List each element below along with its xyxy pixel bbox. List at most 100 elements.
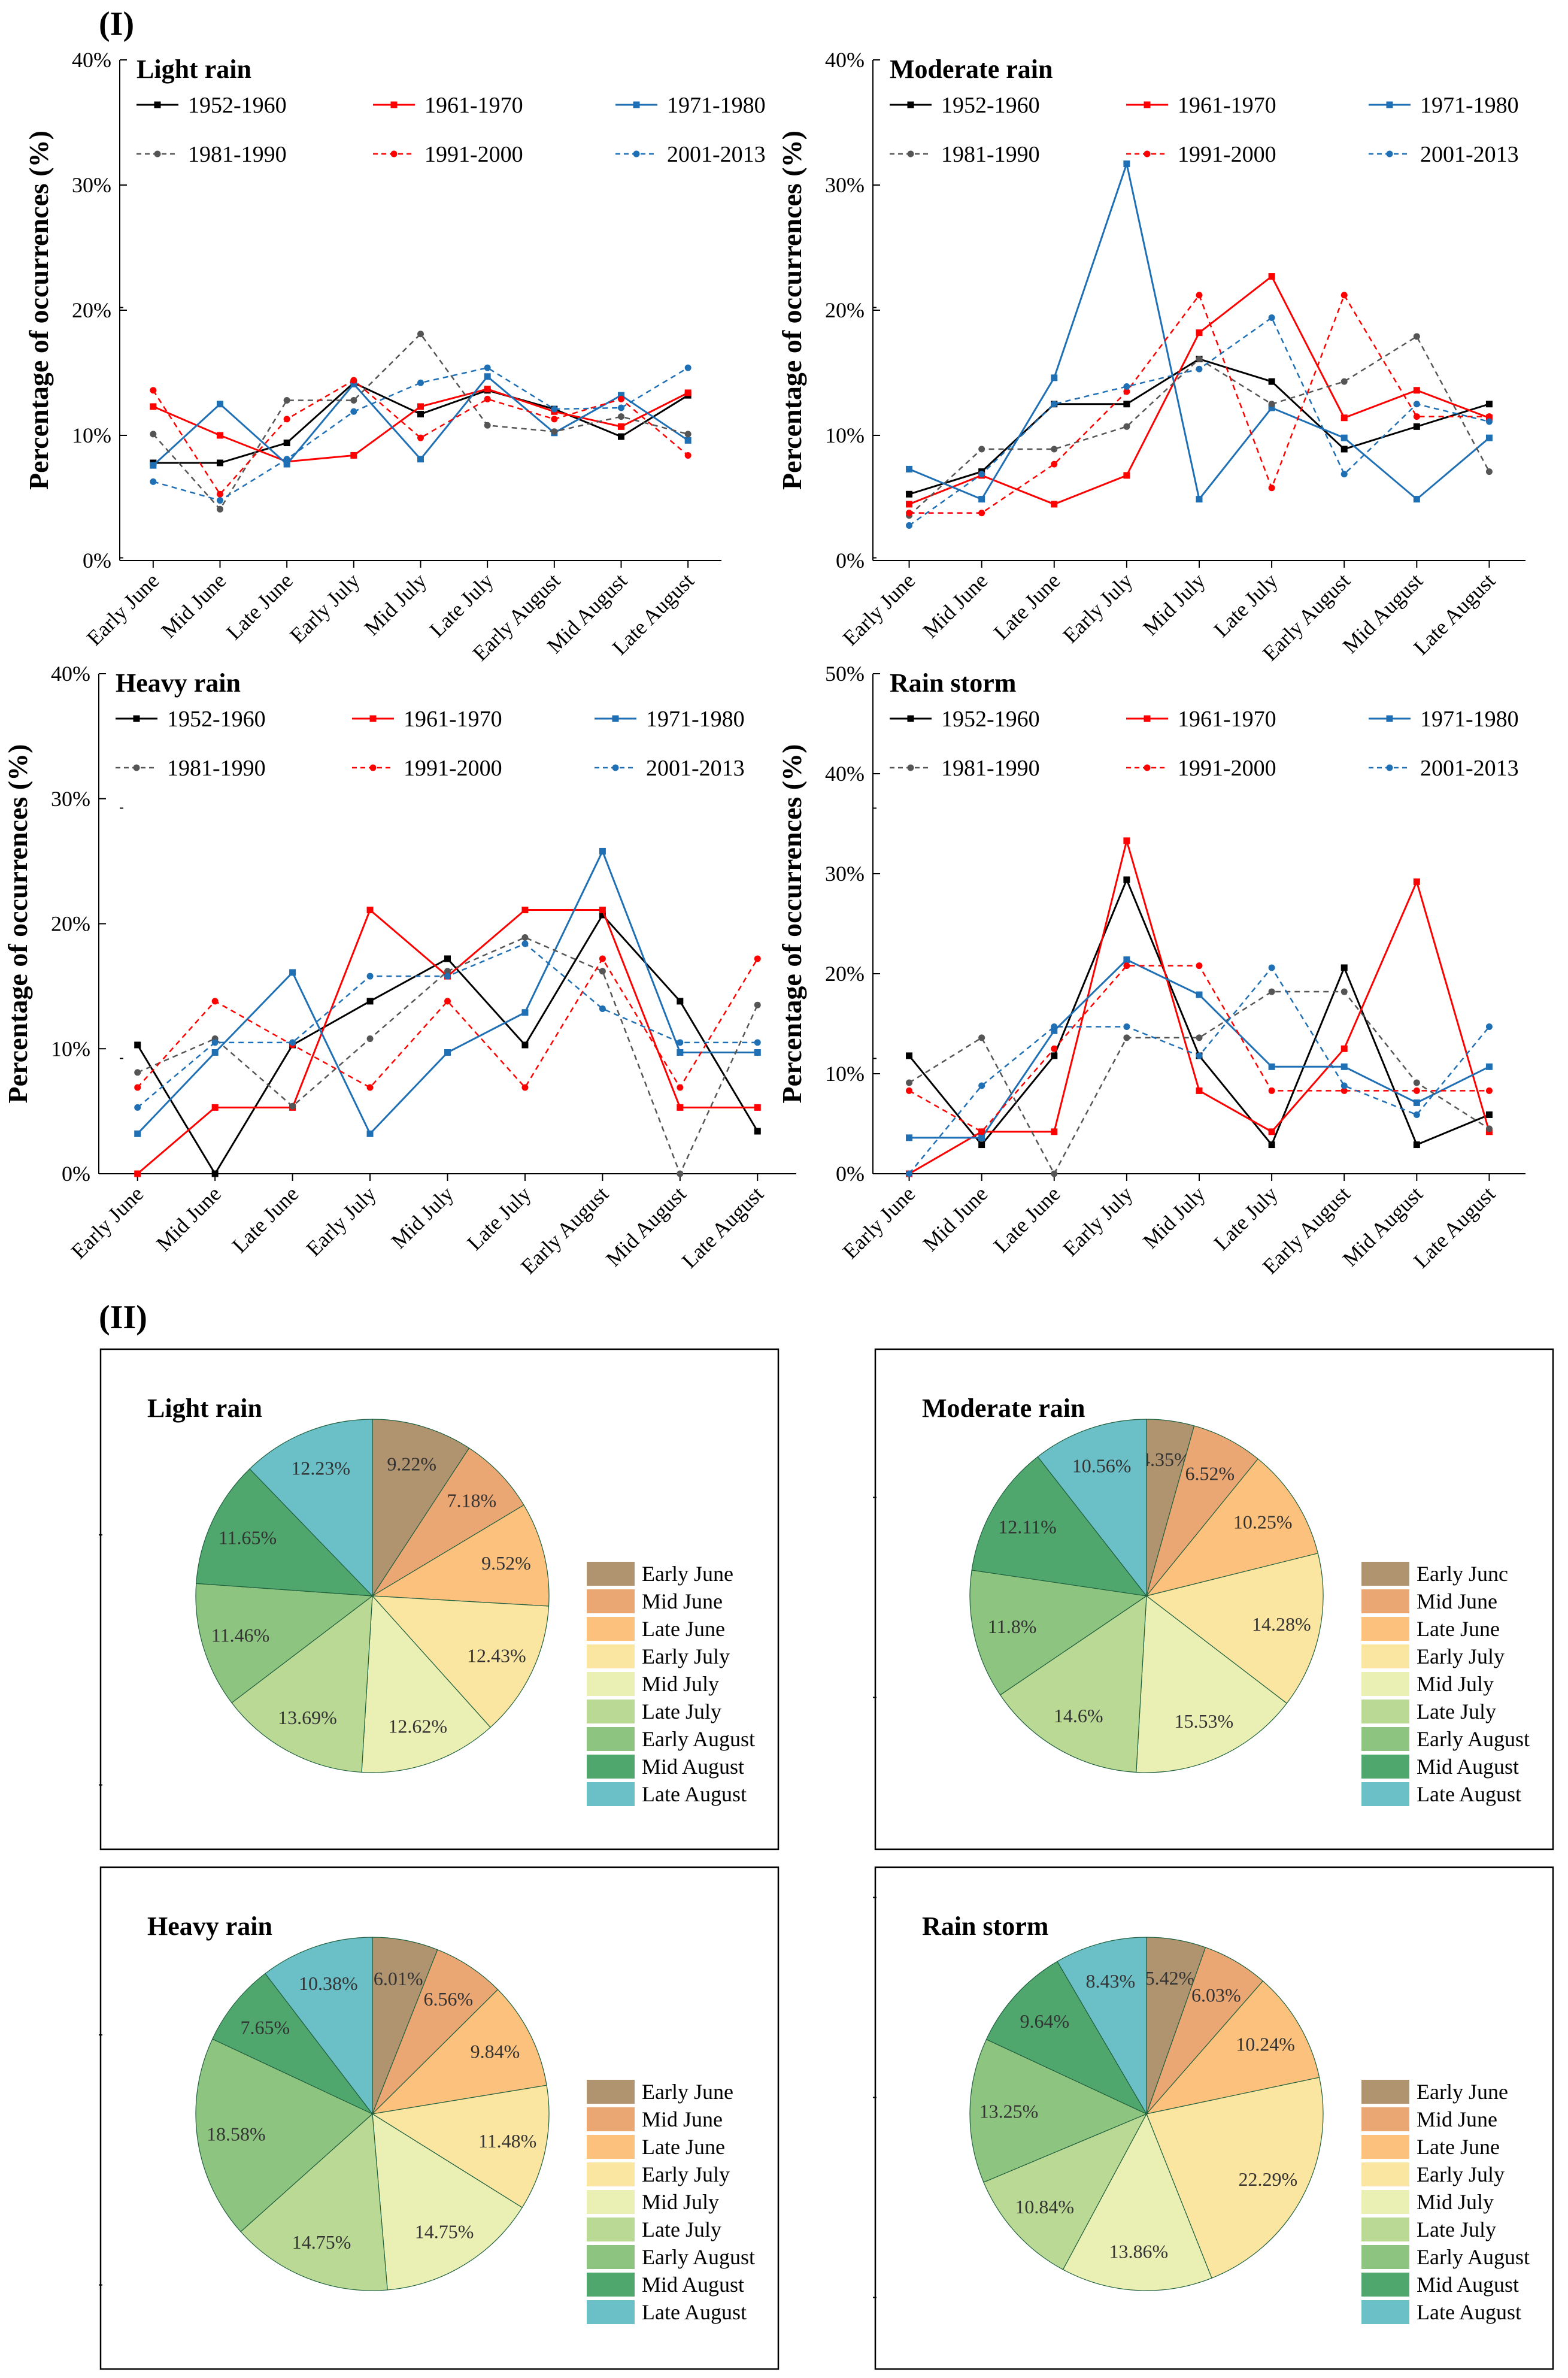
y-tick-label: 50% <box>825 662 865 686</box>
pie-legend-label: Late August <box>642 2300 747 2324</box>
line-charts: 0% 10% 20% 30% 40% Percentage of occurrences … <box>2 48 1525 2298</box>
pie-slice-label: 11.65% <box>219 1527 277 1549</box>
y-tick-label: 0% <box>836 549 865 572</box>
data-point <box>1268 378 1275 385</box>
data-point <box>1196 1087 1203 1094</box>
pie-legend-label: Mid August <box>642 1755 744 1779</box>
data-point <box>283 396 290 404</box>
data-point <box>1340 292 1348 299</box>
line-chart-2: 0% 10% 20% 30% 40% Percentage of occurrences … <box>777 48 1525 1059</box>
legend-marker <box>633 150 640 157</box>
legend-label: 1952-1960 <box>941 707 1040 732</box>
legend-label: 1952-1960 <box>188 93 287 118</box>
data-point <box>1413 423 1420 430</box>
pie-slice <box>265 1937 373 2115</box>
pie-legend-label: Early Junc <box>1417 1562 1508 1586</box>
data-point <box>1268 314 1275 322</box>
data-point <box>1413 1111 1420 1118</box>
data-point <box>1123 876 1130 883</box>
legend-marker <box>1386 150 1393 157</box>
pie-slice-label: 22.29% <box>1238 2168 1297 2190</box>
pie-slice-label: 10.38% <box>299 1973 358 1994</box>
data-point <box>618 433 624 440</box>
data-point <box>1268 273 1275 280</box>
pie-legend-swatch <box>1361 2245 1409 2269</box>
pie-slice-label: 13.86% <box>1109 2241 1169 2262</box>
x-tick-label: Early July <box>1058 1182 1137 1261</box>
x-tick-label: Mid July <box>1138 568 1210 640</box>
data-point <box>350 408 357 415</box>
data-point <box>1340 446 1348 453</box>
pie-chart-1: Light rain 9.22% 7.18% 9.52% 12.43% 12.62% 13.… <box>99 1348 780 1850</box>
data-point <box>484 422 491 429</box>
data-point <box>906 522 913 529</box>
data-point <box>1268 988 1275 995</box>
data-point <box>1485 401 1493 408</box>
legend-marker <box>1144 150 1151 157</box>
data-point <box>289 1102 296 1110</box>
legend-marker <box>390 101 398 108</box>
data-point <box>684 364 692 371</box>
pie-legend-swatch <box>1361 2107 1409 2131</box>
pie-slice <box>1062 2113 1212 2291</box>
data-point <box>1123 837 1130 844</box>
legend-marker <box>1386 715 1393 722</box>
data-point <box>599 1005 606 1012</box>
data-point <box>521 940 529 947</box>
legend-label: 2001-2013 <box>1420 142 1519 167</box>
data-point <box>1196 1034 1203 1041</box>
legend-marker <box>907 715 914 722</box>
data-point <box>978 1082 985 1089</box>
y-tick-label: 40% <box>72 48 111 72</box>
pie-legend-swatch <box>1361 2135 1409 2159</box>
data-point <box>754 1049 761 1056</box>
legend-label: 2001-2013 <box>1420 756 1519 781</box>
legend-label: 1991-2000 <box>1178 142 1276 167</box>
legend-label: 1991-2000 <box>404 756 502 781</box>
pie-slice-label: 5.42% <box>1145 1967 1195 1989</box>
x-tick-label: Late August <box>677 1182 768 1273</box>
pie-slice <box>1057 1937 1147 2116</box>
y-tick-label: 0% <box>83 549 111 572</box>
pie-legend-label: Late July <box>1417 1700 1496 1723</box>
data-point <box>484 386 491 393</box>
pie-legend-swatch <box>1361 2080 1409 2104</box>
pie-legend-swatch <box>587 2135 635 2159</box>
pie-slice-label: 11.8% <box>988 1616 1036 1637</box>
y-tick-label: 30% <box>825 862 865 886</box>
data-point <box>978 1134 985 1141</box>
pie-legend-label: Early August <box>1417 2245 1530 2269</box>
pie-slice <box>195 1583 374 1704</box>
pie-legend-label: Mid August <box>642 2273 744 2297</box>
data-point <box>1413 496 1420 503</box>
pie-slice-label: 14.75% <box>292 2231 351 2253</box>
pie-legend-label: Early June <box>1417 2080 1508 2104</box>
pie-slice <box>971 1456 1148 1597</box>
data-point <box>1413 1087 1420 1094</box>
pie-slice-label: 10.84% <box>1015 2196 1074 2218</box>
data-point <box>211 1104 219 1111</box>
pie-slice-label: 12.62% <box>388 1715 447 1737</box>
pie-slice <box>372 1447 524 1597</box>
data-point <box>1196 991 1203 998</box>
x-tick-label: Early June <box>838 568 920 650</box>
pie-legend-label: Late July <box>642 2218 721 2241</box>
pie-legend-label: Late June <box>642 2135 725 2159</box>
legend-label: 1981-1990 <box>941 142 1040 167</box>
x-tick-label: Late June <box>989 1182 1065 1258</box>
y-tick-label: 30% <box>825 173 865 197</box>
pie-slice-label: 12.11% <box>998 1516 1056 1537</box>
data-point <box>1051 1023 1058 1031</box>
pie-legend-label: Mid June <box>1417 2107 1497 2131</box>
data-point <box>484 395 491 402</box>
data-point <box>1485 468 1493 475</box>
data-point <box>978 1128 985 1135</box>
data-point <box>134 1170 141 1177</box>
y-tick-label: 0% <box>836 1162 865 1186</box>
data-point <box>444 968 451 975</box>
x-tick-label: Mid June <box>151 1182 226 1256</box>
data-point <box>1123 160 1130 167</box>
pie-legend-label: Late August <box>642 1782 747 1806</box>
y-tick-label: 40% <box>825 762 865 786</box>
chart-title: Moderate rain <box>890 54 1053 84</box>
